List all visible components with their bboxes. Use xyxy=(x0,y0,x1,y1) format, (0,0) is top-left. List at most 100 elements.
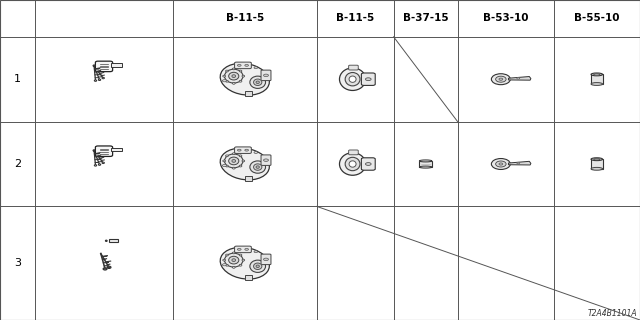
Ellipse shape xyxy=(232,83,235,84)
Circle shape xyxy=(222,80,227,82)
Circle shape xyxy=(264,74,268,76)
Text: B-53-10: B-53-10 xyxy=(483,13,529,23)
Ellipse shape xyxy=(239,254,242,256)
Text: T2A4B1101A: T2A4B1101A xyxy=(587,309,637,318)
Ellipse shape xyxy=(349,76,356,82)
Ellipse shape xyxy=(107,266,111,268)
Text: 2: 2 xyxy=(14,159,21,169)
Ellipse shape xyxy=(242,75,244,77)
Ellipse shape xyxy=(345,73,360,86)
Ellipse shape xyxy=(594,158,600,160)
Ellipse shape xyxy=(419,166,432,168)
FancyBboxPatch shape xyxy=(235,246,252,253)
Ellipse shape xyxy=(225,69,243,83)
Ellipse shape xyxy=(102,162,104,164)
Circle shape xyxy=(222,264,227,266)
Circle shape xyxy=(516,162,520,164)
Ellipse shape xyxy=(499,163,503,165)
Ellipse shape xyxy=(102,77,104,79)
Ellipse shape xyxy=(495,76,506,82)
Ellipse shape xyxy=(225,154,243,168)
FancyBboxPatch shape xyxy=(261,155,271,165)
Bar xyxy=(245,276,252,280)
Ellipse shape xyxy=(232,153,235,155)
Ellipse shape xyxy=(223,75,225,77)
Ellipse shape xyxy=(108,267,110,268)
Ellipse shape xyxy=(253,164,262,170)
FancyBboxPatch shape xyxy=(349,150,358,155)
Ellipse shape xyxy=(225,80,228,82)
Ellipse shape xyxy=(591,158,603,161)
Circle shape xyxy=(237,64,241,66)
Circle shape xyxy=(222,164,227,167)
Ellipse shape xyxy=(99,164,100,165)
Text: B-55-10: B-55-10 xyxy=(574,13,620,23)
Ellipse shape xyxy=(228,256,239,264)
Ellipse shape xyxy=(253,263,262,269)
Ellipse shape xyxy=(250,76,266,88)
Ellipse shape xyxy=(232,68,235,70)
Ellipse shape xyxy=(239,80,242,82)
Ellipse shape xyxy=(225,264,228,266)
Ellipse shape xyxy=(232,259,236,261)
Ellipse shape xyxy=(94,165,97,166)
Ellipse shape xyxy=(492,74,510,85)
Ellipse shape xyxy=(223,160,225,162)
Ellipse shape xyxy=(228,72,239,80)
Circle shape xyxy=(365,78,371,81)
Ellipse shape xyxy=(220,63,269,95)
Ellipse shape xyxy=(239,70,242,72)
Circle shape xyxy=(237,248,241,250)
Ellipse shape xyxy=(104,268,106,269)
Ellipse shape xyxy=(239,165,242,167)
Ellipse shape xyxy=(591,83,603,85)
Ellipse shape xyxy=(228,157,239,165)
Circle shape xyxy=(365,163,371,165)
Ellipse shape xyxy=(239,155,242,157)
Ellipse shape xyxy=(239,264,242,266)
Ellipse shape xyxy=(349,161,356,167)
Ellipse shape xyxy=(225,70,228,72)
Ellipse shape xyxy=(492,158,510,170)
Text: 3: 3 xyxy=(14,258,21,268)
Bar xyxy=(591,75,603,84)
Ellipse shape xyxy=(99,79,100,81)
Text: B-11-5: B-11-5 xyxy=(226,13,264,23)
Circle shape xyxy=(245,149,248,151)
FancyBboxPatch shape xyxy=(349,65,358,70)
FancyBboxPatch shape xyxy=(261,70,271,81)
Ellipse shape xyxy=(339,68,365,91)
Ellipse shape xyxy=(225,253,243,267)
Ellipse shape xyxy=(232,75,236,77)
Ellipse shape xyxy=(225,165,228,167)
Polygon shape xyxy=(508,76,531,80)
Ellipse shape xyxy=(256,166,259,168)
Ellipse shape xyxy=(94,80,97,81)
Bar xyxy=(109,239,118,242)
Polygon shape xyxy=(508,161,531,165)
Bar xyxy=(111,148,122,151)
Ellipse shape xyxy=(256,265,259,268)
Ellipse shape xyxy=(223,259,225,261)
FancyBboxPatch shape xyxy=(362,158,375,170)
Circle shape xyxy=(245,248,248,250)
Text: B-11-5: B-11-5 xyxy=(336,13,374,23)
Ellipse shape xyxy=(232,267,235,268)
FancyBboxPatch shape xyxy=(261,254,271,265)
Ellipse shape xyxy=(232,167,235,169)
FancyBboxPatch shape xyxy=(362,73,375,85)
Circle shape xyxy=(254,152,258,153)
Ellipse shape xyxy=(225,155,228,157)
FancyBboxPatch shape xyxy=(235,62,252,69)
Bar xyxy=(591,159,603,169)
Ellipse shape xyxy=(594,74,600,75)
Bar xyxy=(245,92,252,96)
Ellipse shape xyxy=(250,161,266,173)
Ellipse shape xyxy=(499,78,503,80)
Circle shape xyxy=(237,149,241,151)
Ellipse shape xyxy=(339,153,365,175)
Ellipse shape xyxy=(242,259,244,261)
Ellipse shape xyxy=(253,79,262,85)
Ellipse shape xyxy=(495,161,506,167)
FancyBboxPatch shape xyxy=(235,147,252,153)
